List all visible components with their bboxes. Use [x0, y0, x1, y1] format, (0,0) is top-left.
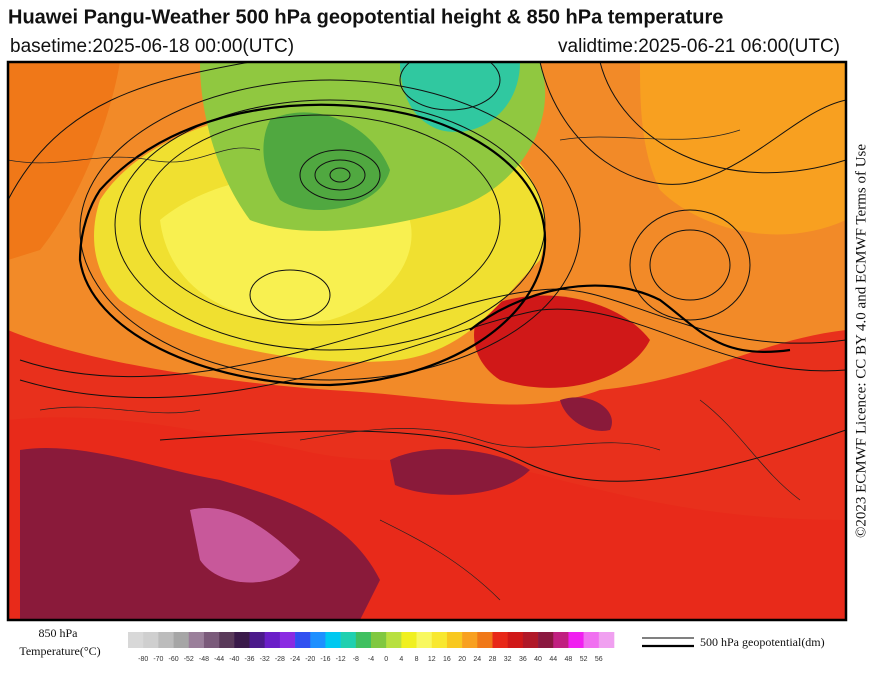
- colorbar-tick-label: -4: [368, 656, 374, 663]
- legend-label: 500 hPa geopotential(dm): [700, 635, 825, 649]
- colorbar-tick-label: -52: [184, 656, 194, 663]
- colorbar-swatch: [234, 632, 250, 648]
- colorbar-swatch: [598, 632, 615, 648]
- map-frame: [6, 60, 848, 622]
- colorbar-swatch: [386, 632, 402, 648]
- colorbar-tick-label: 16: [443, 656, 451, 663]
- colorbar-tick-label: 32: [504, 656, 512, 663]
- colorbar-tick-label: -20: [305, 656, 315, 663]
- colorbar-title: 850 hPa: [39, 626, 79, 640]
- colorbar-tick-label: 24: [473, 656, 481, 663]
- licence: ©2023 ECMWF Licence: CC BY 4.0 and ECMWF…: [853, 144, 869, 538]
- colorbar-tick-label: -16: [320, 656, 330, 663]
- colorbar-swatch: [553, 632, 569, 648]
- colorbar-swatch: [416, 632, 433, 648]
- colorbar-tick-label: -40: [229, 656, 239, 663]
- colorbar-tick-label: 36: [519, 656, 527, 663]
- colorbar-tick-label: -24: [290, 656, 300, 663]
- colorbar-swatch: [310, 632, 326, 648]
- colorbar-swatch: [264, 632, 281, 648]
- title: Huawei Pangu-Weather 500 hPa geopotentia…: [8, 6, 723, 28]
- colorbar-swatch: [371, 632, 387, 648]
- colorbar-swatch: [173, 632, 190, 648]
- colorbar-tick-label: 56: [595, 656, 603, 663]
- colorbar-swatch: [188, 632, 205, 648]
- colorbar-tick-label: 48: [565, 656, 573, 663]
- colorbar-tick-label: -48: [199, 656, 209, 663]
- colorbar-tick-label: 44: [549, 656, 557, 663]
- colorbar-tick-label: -44: [214, 656, 224, 663]
- colorbar-tick-label: 8: [415, 656, 419, 663]
- colorbar-swatch: [128, 632, 144, 648]
- colorbar-tick-label: -80: [138, 656, 148, 663]
- colorbar-swatch: [143, 632, 159, 648]
- colorbar-tick-label: 0: [384, 656, 388, 663]
- colorbar-tick-label: 12: [428, 656, 436, 663]
- colorbar-tick-label: -32: [260, 656, 270, 663]
- colorbar-swatch: [203, 632, 220, 648]
- colorbar-swatch: [325, 632, 341, 648]
- colorbar-swatch: [401, 632, 417, 648]
- colorbar-swatch: [158, 632, 174, 648]
- colorbar-tick-label: -28: [275, 656, 285, 663]
- colorbar-tick-label: 52: [580, 656, 588, 663]
- colorbar-tick-label: -8: [353, 656, 359, 663]
- map: [8, 62, 846, 620]
- colorbar-swatch: [279, 632, 296, 648]
- colorbar-tick-label: 28: [489, 656, 497, 663]
- colorbar-swatch: [355, 632, 372, 648]
- colorbar-swatch: [431, 632, 448, 648]
- colorbar-swatch: [568, 632, 584, 648]
- colorbar-swatch: [583, 632, 600, 648]
- colorbar-swatch: [522, 632, 539, 648]
- colorbar-swatch: [507, 632, 524, 648]
- colorbar-tick-label: -12: [336, 656, 346, 663]
- colorbar-swatch: [340, 632, 357, 648]
- colorbar: -80 -70 -60 -52 -48 -44 -40 -36 -32 -28 -24 -20 -16-…: [128, 632, 615, 663]
- colorbar-swatch: [492, 632, 508, 648]
- colorbar-swatch: [477, 632, 493, 648]
- colorbar-tick-label: -70: [153, 656, 163, 663]
- colorbar-tick-label: 40: [534, 656, 542, 663]
- colorbar-swatch: [462, 632, 478, 648]
- colorbar-swatch: [249, 632, 265, 648]
- colorbar-tick-label: 20: [458, 656, 466, 663]
- colorbar-swatch: [219, 632, 235, 648]
- colorbar-tick-label: 4: [399, 656, 403, 663]
- validtime: validtime:2025-06-21 06:00(UTC): [558, 36, 840, 57]
- colorbar-swatch: [446, 632, 463, 648]
- colorbar-tick-label: -60: [169, 656, 179, 663]
- colorbar-title: Temperature(°C): [19, 644, 100, 658]
- colorbar-tick-label: -36: [244, 656, 254, 663]
- colorbar-swatch: [295, 632, 311, 648]
- colorbar-swatch: [538, 632, 554, 648]
- basetime: basetime:2025-06-18 00:00(UTC): [10, 36, 294, 57]
